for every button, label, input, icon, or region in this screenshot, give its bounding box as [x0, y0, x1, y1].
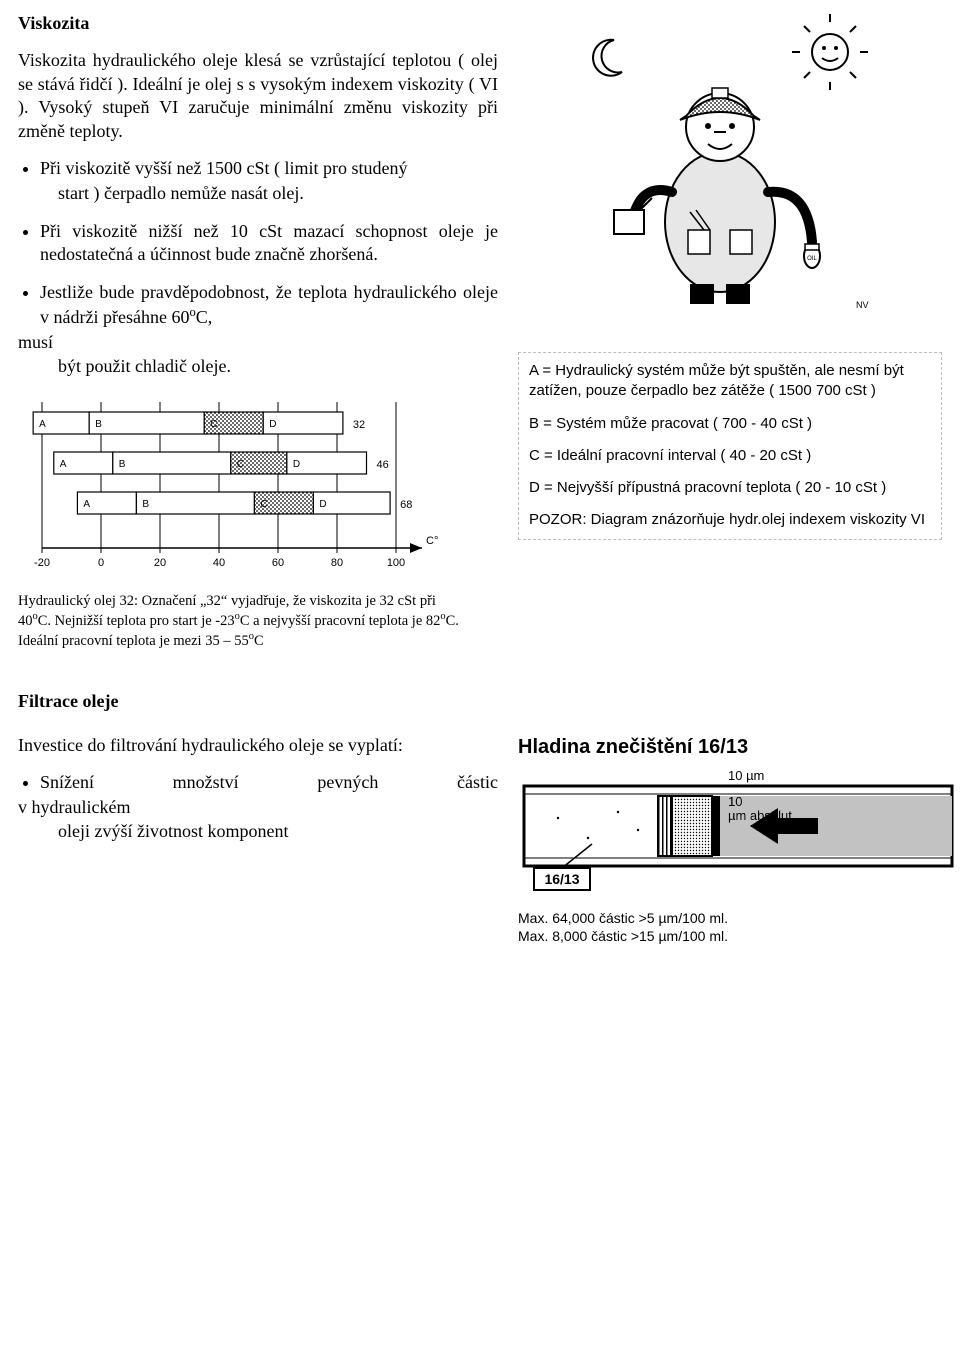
bullet-3-text-a: Jestliže bude pravděpodobnost, že teplot…	[40, 282, 498, 327]
svg-text:80: 80	[331, 557, 343, 568]
chart-legend: A = Hydraulický systém může být spuštěn,…	[518, 352, 942, 540]
heading-filtrace: Filtrace oleje	[18, 690, 942, 713]
svg-text:A: A	[60, 459, 67, 470]
svg-text:68: 68	[400, 499, 412, 511]
filter-bottom-l1: Max. 64,000 částic >5 µm/100 ml.	[518, 909, 958, 927]
filtrace-bullet-1: Snížení množství pevných částic	[40, 771, 498, 794]
bullet-3-after: musí	[18, 331, 498, 354]
bullet-list-viskozita: Při viskozitě vyšší než 1500 cSt ( limit…	[18, 157, 498, 180]
heading-viskozita: Viskozita	[18, 12, 498, 35]
filter-caption-box: 10 µm absolut	[728, 795, 792, 825]
bullet-2: Při viskozitě nižší než 10 cSt mazací sc…	[40, 220, 498, 267]
fb1d: částic	[457, 771, 498, 794]
legend-d: D = Nejvyšší přípustná pracovní teplota …	[529, 478, 931, 498]
svg-text:OIL: OIL	[807, 256, 817, 262]
svg-text:C°: C°	[426, 535, 438, 547]
bullet-1-text: Při viskozitě vyšší než 1500 cSt ( limit…	[40, 158, 407, 178]
legend-note: POZOR: Diagram znázorňuje hydr.olej inde…	[529, 510, 931, 530]
filtrace-b1-after: v hydraulickém	[18, 796, 498, 819]
filter-diagram: 16/13 10 µm	[518, 768, 958, 903]
viscosity-chart: C° -20 0 20 40 60 80 100 A B C D 32 A B C D 46 A B C D 68	[18, 388, 498, 568]
svg-text:100: 100	[387, 557, 405, 568]
svg-text:D: D	[319, 499, 326, 510]
bullet-3-sub: být použit chladič oleje.	[18, 355, 498, 378]
svg-text:D: D	[269, 419, 276, 430]
mid-l2d: C.	[446, 613, 459, 629]
svg-text:NV: NV	[856, 300, 869, 310]
svg-text:C: C	[260, 499, 267, 510]
mid-l2a: 40	[18, 613, 33, 629]
mechanic-illustration: OIL NV	[580, 12, 880, 312]
svg-text:D: D	[293, 459, 300, 470]
filter-bottom-l2: Max. 8,000 částic >15 µm/100 ml.	[518, 927, 958, 945]
mid-l3b: C	[254, 633, 264, 649]
filter-bottom-caption: Max. 64,000 částic >5 µm/100 ml. Max. 8,…	[518, 909, 958, 945]
svg-text:B: B	[119, 459, 126, 470]
svg-text:32: 32	[353, 419, 365, 431]
legend-a: A = Hydraulický systém může být spuštěn,…	[529, 361, 931, 402]
legend-b: B = Systém může pracovat ( 700 - 40 cSt …	[529, 414, 931, 434]
mid-paragraph: Hydraulický olej 32: Označení „32“ vyjad…	[18, 592, 478, 650]
svg-text:A: A	[39, 419, 46, 430]
mid-l3a: Ideální pracovní teplota je mezi 35 – 55	[18, 633, 249, 649]
mid-l2c: C a nejvyšší pracovní teplota je 82	[240, 613, 441, 629]
svg-text:0: 0	[98, 557, 104, 568]
bullet-1: Při viskozitě vyšší než 1500 cSt ( limit…	[40, 157, 498, 180]
legend-c: C = Ideální pracovní interval ( 40 - 20 …	[529, 446, 931, 466]
svg-text:16/13: 16/13	[544, 871, 579, 887]
filter-title: Hladina znečištění 16/13	[518, 734, 958, 760]
svg-text:B: B	[142, 499, 149, 510]
fc-line: 10 µm absolut	[728, 794, 792, 824]
bullet-3: Jestliže bude pravděpodobnost, že teplot…	[40, 281, 498, 330]
svg-text:40: 40	[213, 557, 225, 568]
filtrace-bullets: Snížení množství pevných částic	[18, 771, 498, 794]
svg-text:60: 60	[272, 557, 284, 568]
fb1a: Snížení	[40, 771, 94, 794]
bullet-3-text-b: C,	[196, 307, 213, 327]
fb1c: pevných	[317, 771, 378, 794]
filtrace-b1-sub: oleji zvýší životnost komponent	[18, 820, 498, 843]
svg-text:-20: -20	[34, 557, 50, 568]
fb1b: množství	[173, 771, 239, 794]
para-viskozita-intro: Viskozita hydraulického oleje klesá se v…	[18, 49, 498, 143]
svg-text:C: C	[237, 459, 244, 470]
svg-text:B: B	[95, 419, 102, 430]
mid-l1: Hydraulický olej 32: Označení „32“ vyjad…	[18, 593, 436, 609]
svg-text:A: A	[83, 499, 90, 510]
bullet-list-viskozita-2: Při viskozitě nižší než 10 cSt mazací sc…	[18, 220, 498, 330]
svg-text:46: 46	[377, 459, 389, 471]
mid-l2b: C. Nejnižší teplota pro start je -23	[38, 613, 235, 629]
svg-text:20: 20	[154, 557, 166, 568]
filtrace-intro: Investice do filtrování hydraulického ol…	[18, 734, 498, 757]
bullet-1-sub: start ) čerpadlo nemůže nasát olej.	[18, 182, 498, 205]
svg-text:C: C	[210, 419, 217, 430]
svg-text:10 µm: 10 µm	[728, 768, 764, 783]
